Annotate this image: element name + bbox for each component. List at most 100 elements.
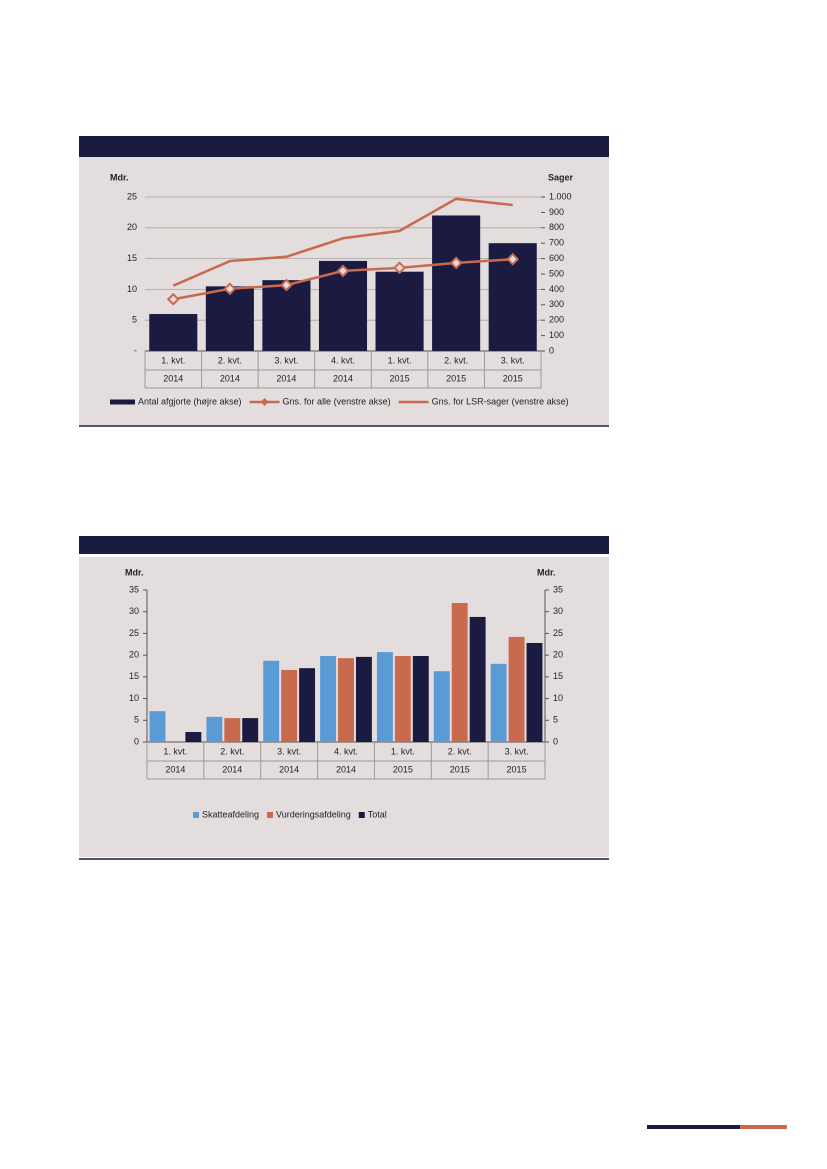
bar	[299, 668, 316, 742]
y2-tick-label: 0	[553, 736, 558, 746]
bar	[149, 711, 166, 742]
y2-axis-title: Sager	[548, 172, 574, 182]
x-tick-label: 3. kvt.	[505, 746, 529, 756]
x-tick-label: 2014	[222, 764, 242, 774]
y-axis-title: Mdr.	[110, 172, 129, 182]
y-tick-label: 30	[129, 606, 139, 616]
bar	[376, 652, 393, 742]
y2-tick-label: 400	[549, 284, 564, 294]
y-tick-label: 20	[127, 222, 137, 232]
y-tick-label: 25	[127, 191, 137, 201]
bar	[433, 671, 450, 742]
bar	[224, 718, 241, 742]
legend-label: Skatteafdeling	[202, 809, 259, 819]
bar	[526, 642, 543, 742]
bar	[451, 603, 468, 742]
y2-tick-label: 500	[549, 268, 564, 278]
marker	[506, 252, 520, 266]
y2-tick-label: 200	[549, 315, 564, 325]
x-tick-label: 3. kvt.	[274, 355, 298, 365]
footer-bar	[740, 1125, 787, 1129]
bar	[355, 656, 372, 742]
y2-tick-label: 5	[553, 715, 558, 725]
bar	[149, 314, 198, 351]
y-tick-label: 5	[132, 315, 137, 325]
y2-tick-label: 10	[553, 693, 563, 703]
y-axis-title: Mdr.	[125, 567, 144, 577]
x-tick-label: 2014	[220, 373, 240, 383]
x-tick-label: 2015	[446, 373, 466, 383]
marker	[393, 261, 406, 275]
line	[172, 197, 513, 287]
x-tick-label: 4. kvt.	[331, 355, 355, 365]
x-tick-label: 3. kvt.	[277, 746, 301, 756]
bar	[375, 271, 424, 351]
bar	[263, 660, 280, 742]
y2-tick-label: 1.000	[549, 191, 572, 201]
y-tick-label: 15	[129, 671, 139, 681]
x-tick-label: 2015	[507, 764, 527, 774]
bar	[242, 718, 259, 742]
x-tick-label: 2014	[279, 764, 299, 774]
marker	[449, 256, 463, 270]
x-tick-label: 1. kvt.	[163, 746, 187, 756]
bar	[206, 716, 223, 742]
x-tick-label: 2015	[450, 764, 470, 774]
y2-tick-label: 800	[549, 222, 564, 232]
y-tick-label: 25	[129, 628, 139, 638]
y-tick-label: 20	[129, 650, 139, 660]
legend-swatch	[110, 399, 135, 405]
bar	[320, 656, 337, 742]
legend-label: Vurderingsafdeling	[276, 809, 351, 819]
y2-tick-label: 30	[553, 606, 563, 616]
y2-tick-label: 35	[553, 584, 563, 594]
legend-label: Gns. for LSR-sager (venstre akse)	[432, 396, 569, 406]
legend-swatch	[193, 812, 199, 818]
y-tick-label: 10	[127, 284, 137, 294]
y-tick-label: 0	[134, 736, 139, 746]
legend-label: Gns. for alle (venstre akse)	[283, 396, 391, 406]
bar	[185, 732, 202, 742]
x-tick-label: 3. kvt.	[501, 355, 525, 365]
y2-tick-label: 20	[553, 650, 563, 660]
marker	[223, 282, 237, 296]
y-tick-label: 15	[127, 253, 137, 263]
legend-label: Total	[368, 809, 387, 819]
x-tick-label: 4. kvt.	[334, 746, 358, 756]
bar	[281, 669, 298, 742]
marker	[166, 292, 180, 306]
x-tick-label: 1. kvt.	[161, 355, 185, 365]
bar	[338, 658, 354, 742]
x-tick-label: 2014	[165, 764, 185, 774]
x-tick-label: 2. kvt.	[448, 746, 472, 756]
bar	[469, 616, 486, 742]
marker	[336, 264, 350, 278]
y2-axis-title: Mdr.	[537, 567, 556, 577]
y2-tick-label: 25	[553, 628, 563, 638]
x-tick-label: 2014	[163, 373, 183, 383]
x-tick-label: 2014	[276, 373, 296, 383]
y-tick-label: 35	[129, 584, 139, 594]
y2-tick-label: 900	[549, 207, 564, 217]
x-tick-label: 2. kvt.	[218, 355, 242, 365]
legend-swatch	[267, 812, 274, 818]
y2-tick-label: 100	[549, 330, 564, 340]
bar	[490, 663, 507, 742]
bar	[394, 656, 411, 742]
y2-tick-label: 15	[553, 671, 563, 681]
y-tick-label: 10	[129, 693, 139, 703]
chart-header-bar	[79, 136, 609, 157]
x-tick-label: 1. kvt.	[388, 355, 412, 365]
x-tick-label: 2014	[336, 764, 356, 774]
y-tick-label: -	[134, 345, 137, 355]
footer-bar	[647, 1125, 740, 1129]
y-tick-label: 5	[134, 715, 139, 725]
y2-tick-label: 600	[549, 253, 564, 263]
x-tick-label: 1. kvt.	[391, 746, 415, 756]
bar	[412, 656, 429, 742]
x-tick-label: 2. kvt.	[220, 746, 244, 756]
bar	[205, 286, 254, 351]
bar	[508, 636, 525, 742]
